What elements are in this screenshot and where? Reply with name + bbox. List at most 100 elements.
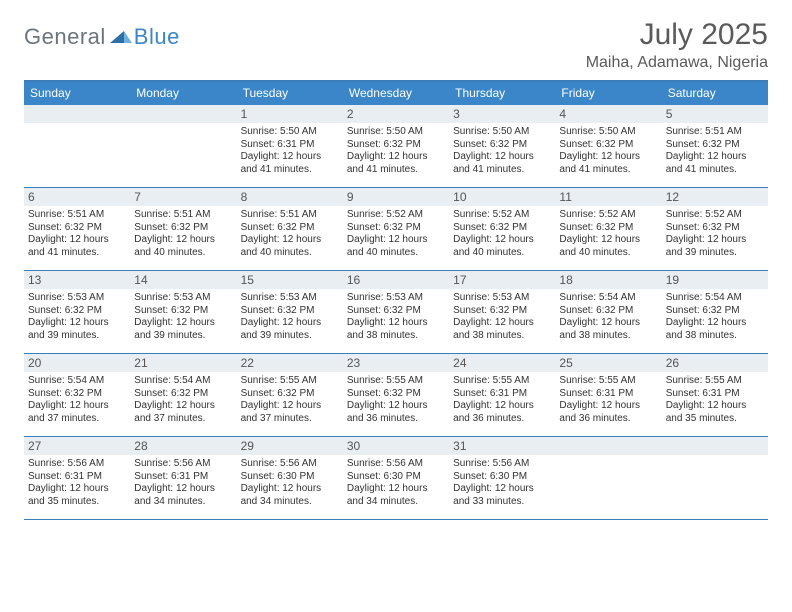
daylight-text: Daylight: 12 hours and 38 minutes. [347, 317, 445, 342]
weekday-header: Saturday [662, 82, 768, 105]
week-row: 20 Sunrise: 5:54 AM Sunset: 6:32 PM Dayligh… [24, 354, 768, 437]
day-number: 31 [449, 437, 555, 455]
brand-mark-icon [110, 26, 132, 49]
day-cell: 28Sunrise: 5:56 AMSunset: 6:31 PMDayligh… [130, 437, 236, 519]
weekday-header-row: SundayMondayTuesdayWednesdayThursdayFrid… [24, 82, 768, 105]
sunrise-text: Sunrise: 5:55 AM [347, 375, 445, 388]
sunrise-text: Sunrise: 5:55 AM [666, 375, 764, 388]
day-number: 27 [24, 437, 130, 455]
day-cell: 27Sunrise: 5:56 AMSunset: 6:31 PMDayligh… [24, 437, 130, 519]
day-cell: 19Sunrise: 5:54 AMSunset: 6:32 PMDayligh… [662, 271, 768, 353]
calendar-page: General Blue July 2025 Maiha, Adamawa, N… [0, 0, 792, 530]
day-number [24, 105, 130, 123]
day-cell: 29Sunrise: 5:56 AMSunset: 6:30 PMDayligh… [237, 437, 343, 519]
sunset-text: Sunset: 6:32 PM [241, 305, 339, 318]
daylight-text: Daylight: 12 hours and 34 minutes. [347, 483, 445, 508]
sunset-text: Sunset: 6:32 PM [134, 222, 232, 235]
week-row: 13Sunrise: 5:53 AMSunset: 6:32 PMDayligh… [24, 271, 768, 354]
day-cell: 20Sunrise: 5:54 AMSunset: 6:32 PMDayligh… [24, 354, 130, 436]
day-number: 22 [237, 354, 343, 372]
sunset-text: Sunset: 6:32 PM [453, 305, 551, 318]
sunrise-text: Sunrise: 5:53 AM [28, 292, 126, 305]
brand-text-blue: Blue [134, 24, 180, 50]
sunset-text: Sunset: 6:30 PM [347, 471, 445, 484]
weekday-header: Friday [555, 82, 661, 105]
daylight-text: Daylight: 12 hours and 40 minutes. [241, 234, 339, 259]
topbar: General Blue July 2025 Maiha, Adamawa, N… [24, 18, 768, 72]
week-row: 1Sunrise: 5:50 AMSunset: 6:31 PMDaylight… [24, 105, 768, 188]
daylight-text: Daylight: 12 hours and 40 minutes. [134, 234, 232, 259]
calendar-grid: SundayMondayTuesdayWednesdayThursdayFrid… [24, 80, 768, 520]
sunrise-text: Sunrise: 5:50 AM [347, 126, 445, 139]
day-cell: 8Sunrise: 5:51 AMSunset: 6:32 PMDaylight… [237, 188, 343, 270]
day-number: 10 [449, 188, 555, 206]
day-number [555, 437, 661, 455]
day-cell: 4Sunrise: 5:50 AMSunset: 6:32 PMDaylight… [555, 105, 661, 187]
day-number: 30 [343, 437, 449, 455]
daylight-text: Daylight: 12 hours and 41 minutes. [28, 234, 126, 259]
day-number [130, 105, 236, 123]
sunset-text: Sunset: 6:32 PM [134, 305, 232, 318]
sunset-text: Sunset: 6:32 PM [134, 388, 232, 401]
brand-logo: General Blue [24, 18, 180, 50]
sunrise-text: Sunrise: 5:53 AM [347, 292, 445, 305]
sunset-text: Sunset: 6:32 PM [666, 305, 764, 318]
empty-cell [662, 437, 768, 519]
day-number: 20 [24, 354, 130, 372]
sunrise-text: Sunrise: 5:55 AM [559, 375, 657, 388]
daylight-text: Daylight: 12 hours and 35 minutes. [666, 400, 764, 425]
day-number: 26 [662, 354, 768, 372]
sunset-text: Sunset: 6:32 PM [453, 139, 551, 152]
sunset-text: Sunset: 6:32 PM [347, 305, 445, 318]
sunrise-text: Sunrise: 5:51 AM [134, 209, 232, 222]
empty-cell [24, 105, 130, 187]
day-cell: 13Sunrise: 5:53 AMSunset: 6:32 PMDayligh… [24, 271, 130, 353]
day-number: 5 [662, 105, 768, 123]
day-cell: 24Sunrise: 5:55 AMSunset: 6:31 PMDayligh… [449, 354, 555, 436]
sunrise-text: Sunrise: 5:54 AM [28, 375, 126, 388]
sunrise-text: Sunrise: 5:52 AM [666, 209, 764, 222]
sunrise-text: Sunrise: 5:51 AM [241, 209, 339, 222]
weekday-header: Thursday [449, 82, 555, 105]
day-cell: 21Sunrise: 5:54 AMSunset: 6:32 PMDayligh… [130, 354, 236, 436]
daylight-text: Daylight: 12 hours and 38 minutes. [453, 317, 551, 342]
sunrise-text: Sunrise: 5:53 AM [241, 292, 339, 305]
day-number [662, 437, 768, 455]
sunrise-text: Sunrise: 5:56 AM [28, 458, 126, 471]
sunrise-text: Sunrise: 5:52 AM [453, 209, 551, 222]
day-number: 15 [237, 271, 343, 289]
daylight-text: Daylight: 12 hours and 33 minutes. [453, 483, 551, 508]
sunset-text: Sunset: 6:32 PM [347, 222, 445, 235]
sunset-text: Sunset: 6:31 PM [666, 388, 764, 401]
weekday-header: Tuesday [237, 82, 343, 105]
location-text: Maiha, Adamawa, Nigeria [586, 54, 768, 72]
sunset-text: Sunset: 6:32 PM [241, 222, 339, 235]
sunrise-text: Sunrise: 5:50 AM [453, 126, 551, 139]
sunset-text: Sunset: 6:32 PM [666, 222, 764, 235]
daylight-text: Daylight: 12 hours and 38 minutes. [559, 317, 657, 342]
daylight-text: Daylight: 12 hours and 38 minutes. [666, 317, 764, 342]
day-number: 4 [555, 105, 661, 123]
day-number: 13 [24, 271, 130, 289]
sunset-text: Sunset: 6:32 PM [453, 222, 551, 235]
day-cell: 5Sunrise: 5:51 AMSunset: 6:32 PMDaylight… [662, 105, 768, 187]
daylight-text: Daylight: 12 hours and 40 minutes. [559, 234, 657, 259]
day-cell: 15 Sunrise: 5:53 AMSunset: 6:32 PMDayligh… [237, 271, 343, 353]
daylight-text: Daylight: 12 hours and 37 minutes. [241, 400, 339, 425]
day-number: 18 [555, 271, 661, 289]
empty-cell [555, 437, 661, 519]
day-cell: 23Sunrise: 5:55 AMSunset: 6:32 PMDayligh… [343, 354, 449, 436]
sunrise-text: Sunrise: 5:53 AM [453, 292, 551, 305]
daylight-text: Daylight: 12 hours and 39 minutes. [134, 317, 232, 342]
day-cell: 22Sunrise: 5:55 AMSunset: 6:32 PMDayligh… [237, 354, 343, 436]
day-cell: 18Sunrise: 5:54 AMSunset: 6:32 PMDayligh… [555, 271, 661, 353]
daylight-text: Daylight: 12 hours and 34 minutes. [241, 483, 339, 508]
day-cell: 9Sunrise: 5:52 AMSunset: 6:32 PMDaylight… [343, 188, 449, 270]
sunrise-text: Sunrise: 5:50 AM [241, 126, 339, 139]
sunset-text: Sunset: 6:30 PM [453, 471, 551, 484]
daylight-text: Daylight: 12 hours and 41 minutes. [453, 151, 551, 176]
sunset-text: Sunset: 6:32 PM [28, 222, 126, 235]
daylight-text: Daylight: 12 hours and 40 minutes. [347, 234, 445, 259]
day-number: 2 [343, 105, 449, 123]
daylight-text: Daylight: 12 hours and 39 minutes. [241, 317, 339, 342]
